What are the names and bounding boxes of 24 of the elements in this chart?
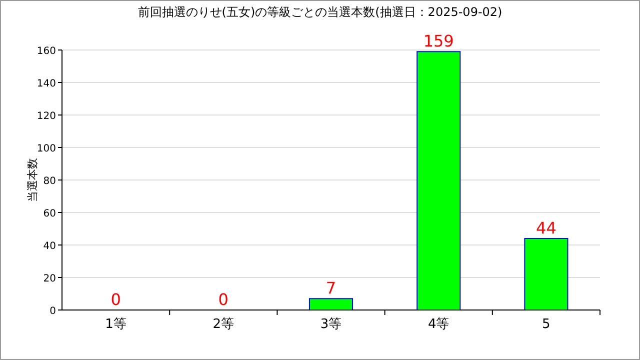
x-tick-label: 3等 <box>320 317 342 332</box>
chart-title: 前回抽選のりせ(五女)の等級ごとの当選本数(抽選日：2025-09-02) <box>138 5 502 19</box>
y-tick-label: 0 <box>50 306 56 317</box>
y-tick-label: 60 <box>43 208 56 220</box>
data-label: 7 <box>326 278 336 298</box>
y-tick-label: 100 <box>36 144 56 154</box>
data-label: 0 <box>218 290 228 309</box>
y-tick-label: 20 <box>43 274 56 284</box>
x-tick-label: 5 <box>542 317 550 332</box>
y-tick-label: 160 <box>36 46 56 57</box>
bar <box>308 298 354 310</box>
y-axis-title: 当選本数 <box>26 158 39 202</box>
x-tick-label: 2等 <box>212 317 234 332</box>
data-label: 159 <box>423 32 454 51</box>
data-label: 44 <box>536 218 556 238</box>
x-tick-label: 1等 <box>105 317 126 332</box>
y-tick-label: 120 <box>36 111 56 122</box>
data-label: 0 <box>110 290 121 309</box>
y-tick-label: 80 <box>43 176 56 187</box>
y-tick-label: 140 <box>36 78 56 90</box>
bar <box>416 51 461 310</box>
bar <box>524 238 568 310</box>
x-tick-label: 4等 <box>428 317 450 332</box>
y-tick-label: 40 <box>43 241 56 252</box>
